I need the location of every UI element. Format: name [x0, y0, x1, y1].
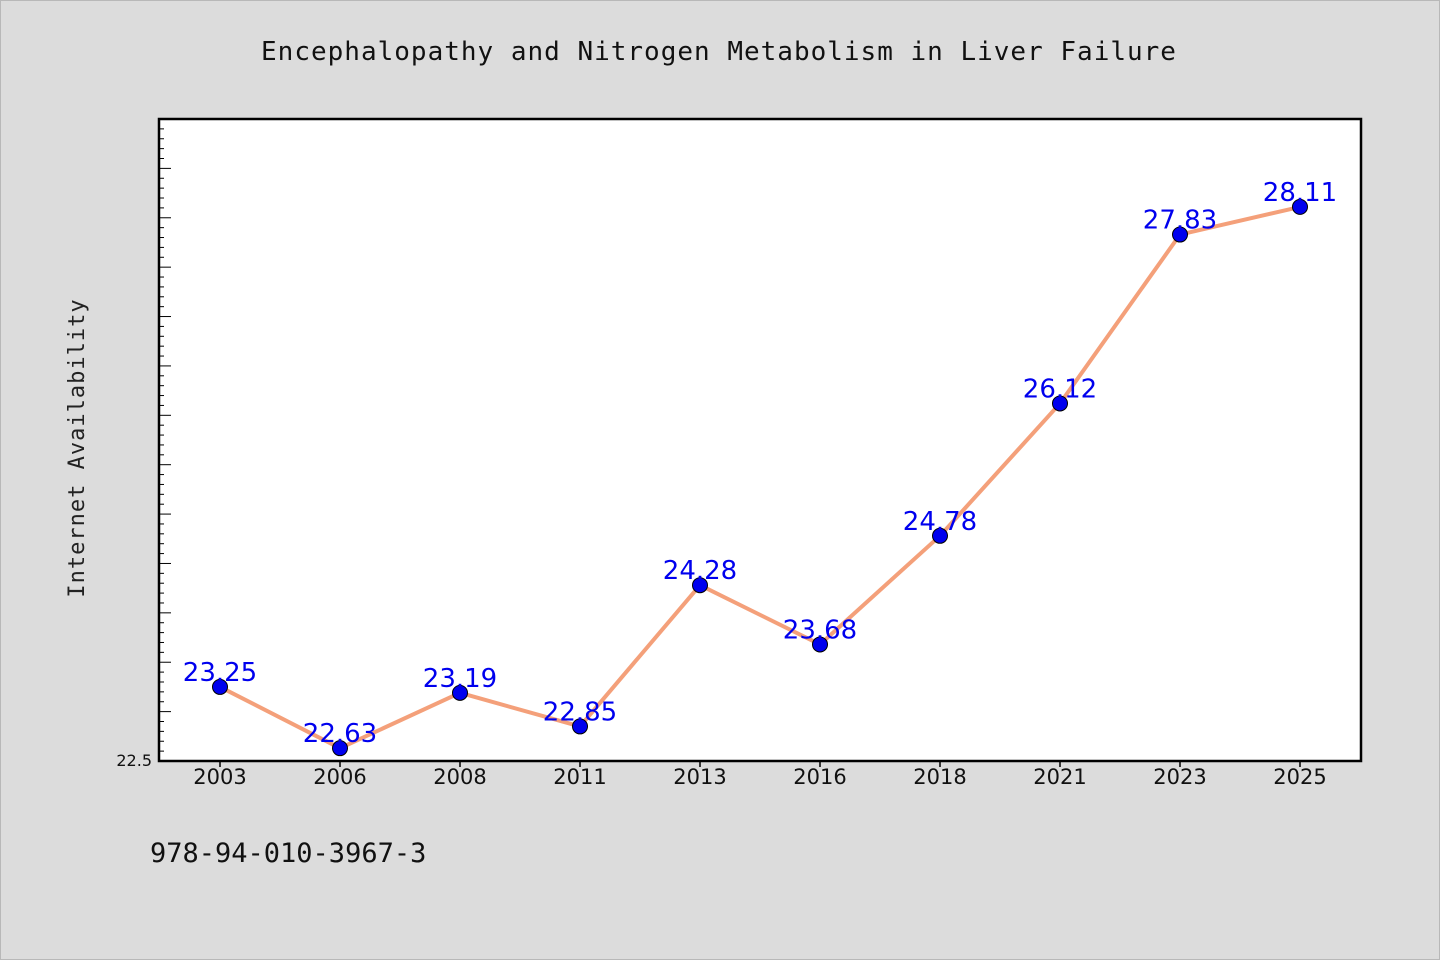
x-tick-label: 2013 [673, 765, 726, 789]
data-point [212, 678, 228, 695]
x-tick-label: 2025 [1273, 765, 1326, 789]
x-tick-label: 2003 [193, 765, 246, 789]
chart-title: Encephalopathy and Nitrogen Metabolism i… [261, 37, 1177, 67]
data-label: 27.83 [1143, 206, 1217, 236]
data-label: 23.25 [183, 658, 257, 688]
data-label: 28.11 [1263, 178, 1337, 208]
x-tick-label: 2023 [1153, 765, 1206, 789]
isbn-text: 978-94-010-3967-3 [150, 838, 426, 869]
data-point [692, 577, 708, 594]
data-label: 23.68 [783, 615, 857, 645]
data-label: 24.28 [663, 556, 737, 586]
data-point [332, 740, 348, 757]
x-axis-ticks: 2003 2006 2008 2011 2013 2016 2018 2021 2023 2025 [193, 761, 1327, 789]
x-tick-label: 2018 [913, 765, 966, 789]
x-tick-label: 2021 [1033, 765, 1086, 789]
data-label: 22.85 [543, 697, 617, 727]
x-tick-label: 2006 [313, 765, 366, 789]
y-axis-label: Internet Availability [65, 298, 90, 597]
data-point [572, 718, 588, 735]
plot-area [159, 119, 1361, 761]
data-points [212, 198, 1308, 757]
data-label: 26.12 [1023, 374, 1097, 404]
x-tick-label: 2011 [553, 765, 606, 789]
data-point [812, 636, 828, 653]
x-tick-label: 2016 [793, 765, 846, 789]
data-point [1292, 198, 1308, 215]
data-point [932, 527, 948, 544]
series-line [219, 204, 1301, 751]
data-point [452, 684, 468, 701]
data-label: 22.63 [303, 719, 377, 749]
y-tick-label: 22.5 [116, 751, 152, 770]
data-label: 23.19 [423, 664, 497, 694]
x-tick-label: 2008 [433, 765, 486, 789]
data-label: 24.78 [903, 507, 977, 537]
data-point [1172, 226, 1188, 243]
plot-border [157, 117, 1363, 763]
data-point [1052, 395, 1068, 412]
data-labels: 23.25 22.63 23.19 22.85 24.28 23.68 24.78 26.12… [183, 178, 1337, 749]
